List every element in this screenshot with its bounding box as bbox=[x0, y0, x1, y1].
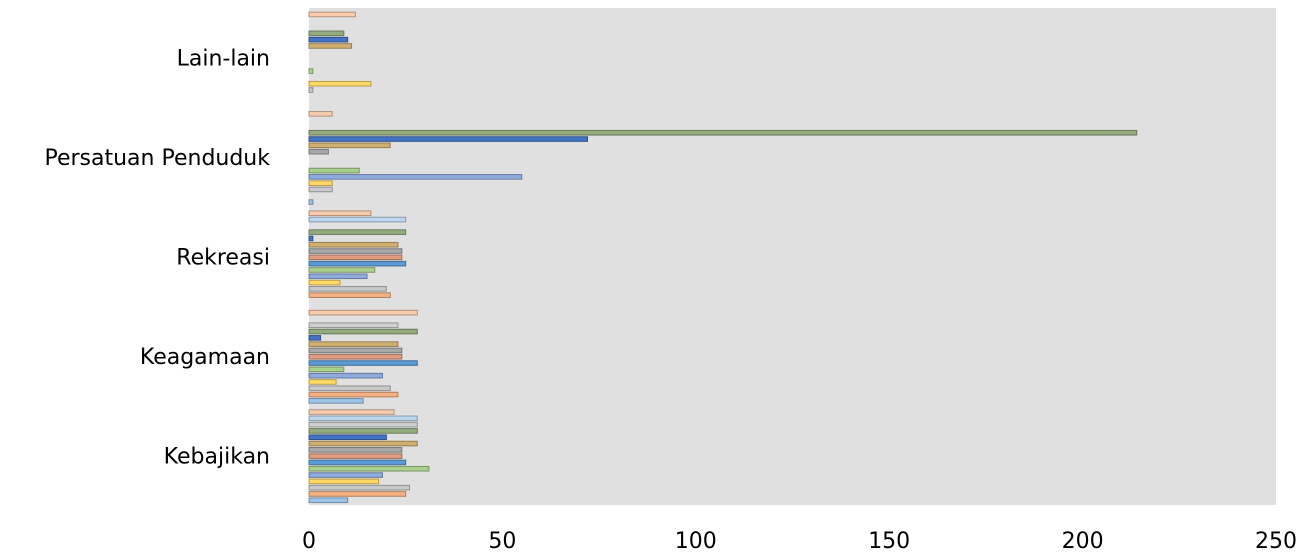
bar-persatuan-penduduk-s11 bbox=[308, 136, 588, 142]
bar-lain-lain-s11 bbox=[308, 36, 349, 43]
bar-rekreasi-s5 bbox=[308, 273, 368, 280]
bar-keagamaan-s11 bbox=[308, 335, 322, 341]
bar-persatuan-penduduk-s5 bbox=[308, 174, 523, 180]
x-tick-label: 250 bbox=[1255, 529, 1297, 554]
bar-keagamaan-s12 bbox=[308, 328, 418, 335]
bar-persatuan-penduduk-s6 bbox=[308, 167, 360, 174]
category-label: Persatuan Penduduk bbox=[44, 146, 270, 171]
bar-rekreasi-s3 bbox=[308, 286, 387, 292]
bar-kebajikan-s8 bbox=[308, 453, 403, 459]
bar-kebajikan-s3 bbox=[308, 484, 411, 491]
bar-keagamaan-s4 bbox=[308, 379, 337, 385]
bar-rekreasi-s14 bbox=[308, 216, 407, 223]
bar-kebajikan-s15 bbox=[308, 409, 395, 415]
bar-persatuan-penduduk-s3 bbox=[308, 186, 333, 193]
category-label: Kebajikan bbox=[164, 444, 270, 469]
x-tick-label: 0 bbox=[302, 529, 316, 554]
bar-rekreasi-s8 bbox=[308, 254, 403, 261]
bar-lain-lain-s10 bbox=[308, 43, 353, 49]
category-label: Rekreasi bbox=[176, 246, 270, 271]
bar-persatuan-penduduk-s12 bbox=[308, 129, 1138, 136]
bar-keagamaan-s10 bbox=[308, 341, 399, 347]
bar-kebajikan-s7 bbox=[308, 459, 407, 466]
bar-kebajikan-s14 bbox=[308, 415, 418, 422]
x-tick-label: 150 bbox=[868, 529, 910, 554]
bar-keagamaan-s5 bbox=[308, 372, 383, 379]
bar-lain-lain-s15 bbox=[308, 11, 356, 18]
bar-rekreasi-s7 bbox=[308, 260, 407, 267]
bar-rekreasi-s6 bbox=[308, 267, 376, 273]
bar-kebajikan-s12 bbox=[308, 428, 418, 434]
bar-persatuan-penduduk-s1 bbox=[308, 199, 314, 205]
bar-rekreasi-s2 bbox=[308, 292, 391, 298]
category-labels: Kebajikan Keagamaan Rekreasi Persatuan Pend… bbox=[44, 47, 270, 470]
bar-lain-lain-s3 bbox=[308, 87, 314, 93]
bar-rekreasi-s10 bbox=[308, 241, 399, 248]
x-tick-label: 50 bbox=[488, 529, 516, 554]
bar-kebajikan-s5 bbox=[308, 472, 383, 478]
bar-kebajikan-s9 bbox=[308, 447, 403, 453]
bar-keagamaan-s8 bbox=[308, 353, 403, 360]
x-tick-label: 100 bbox=[675, 529, 717, 554]
x-tick-labels: 0 50 100 150 200 250 bbox=[302, 529, 1297, 554]
x-tick-label: 200 bbox=[1062, 529, 1104, 554]
bar-kebajikan-s2 bbox=[308, 491, 407, 497]
bar-kebajikan-s13 bbox=[308, 421, 418, 428]
plot-area bbox=[309, 8, 1276, 505]
bars-group bbox=[308, 11, 1138, 504]
bar-kebajikan-s6 bbox=[308, 465, 430, 472]
bar-keagamaan-s1 bbox=[308, 398, 364, 404]
bar-persatuan-penduduk-s9 bbox=[308, 148, 329, 155]
bar-rekreasi-s15 bbox=[308, 210, 372, 217]
bar-rekreasi-s9 bbox=[308, 248, 403, 254]
bar-lain-lain-s6 bbox=[308, 68, 314, 74]
bar-persatuan-penduduk-s10 bbox=[308, 142, 391, 149]
category-label: Lain-lain bbox=[177, 47, 270, 72]
bar-keagamaan-s15 bbox=[308, 309, 418, 316]
bar-kebajikan-s10 bbox=[308, 440, 418, 447]
bar-persatuan-penduduk-s15 bbox=[308, 111, 333, 117]
bar-lain-lain-s12 bbox=[308, 30, 345, 37]
bar-keagamaan-s2 bbox=[308, 391, 399, 398]
bar-lain-lain-s4 bbox=[308, 80, 372, 87]
bar-keagamaan-s13 bbox=[308, 322, 399, 329]
bar-rekreasi-s4 bbox=[308, 279, 341, 286]
bar-keagamaan-s3 bbox=[308, 385, 391, 392]
bar-kebajikan-s1 bbox=[308, 497, 349, 504]
bar-keagamaan-s9 bbox=[308, 347, 403, 354]
bar-kebajikan-s11 bbox=[308, 434, 387, 441]
bar-persatuan-penduduk-s4 bbox=[308, 180, 333, 186]
bar-kebajikan-s4 bbox=[308, 478, 380, 485]
bar-rekreasi-s11 bbox=[308, 235, 314, 242]
bar-rekreasi-s12 bbox=[308, 229, 407, 235]
category-label: Keagamaan bbox=[140, 345, 270, 370]
bar-keagamaan-s6 bbox=[308, 366, 345, 373]
bar-keagamaan-s7 bbox=[308, 360, 418, 366]
